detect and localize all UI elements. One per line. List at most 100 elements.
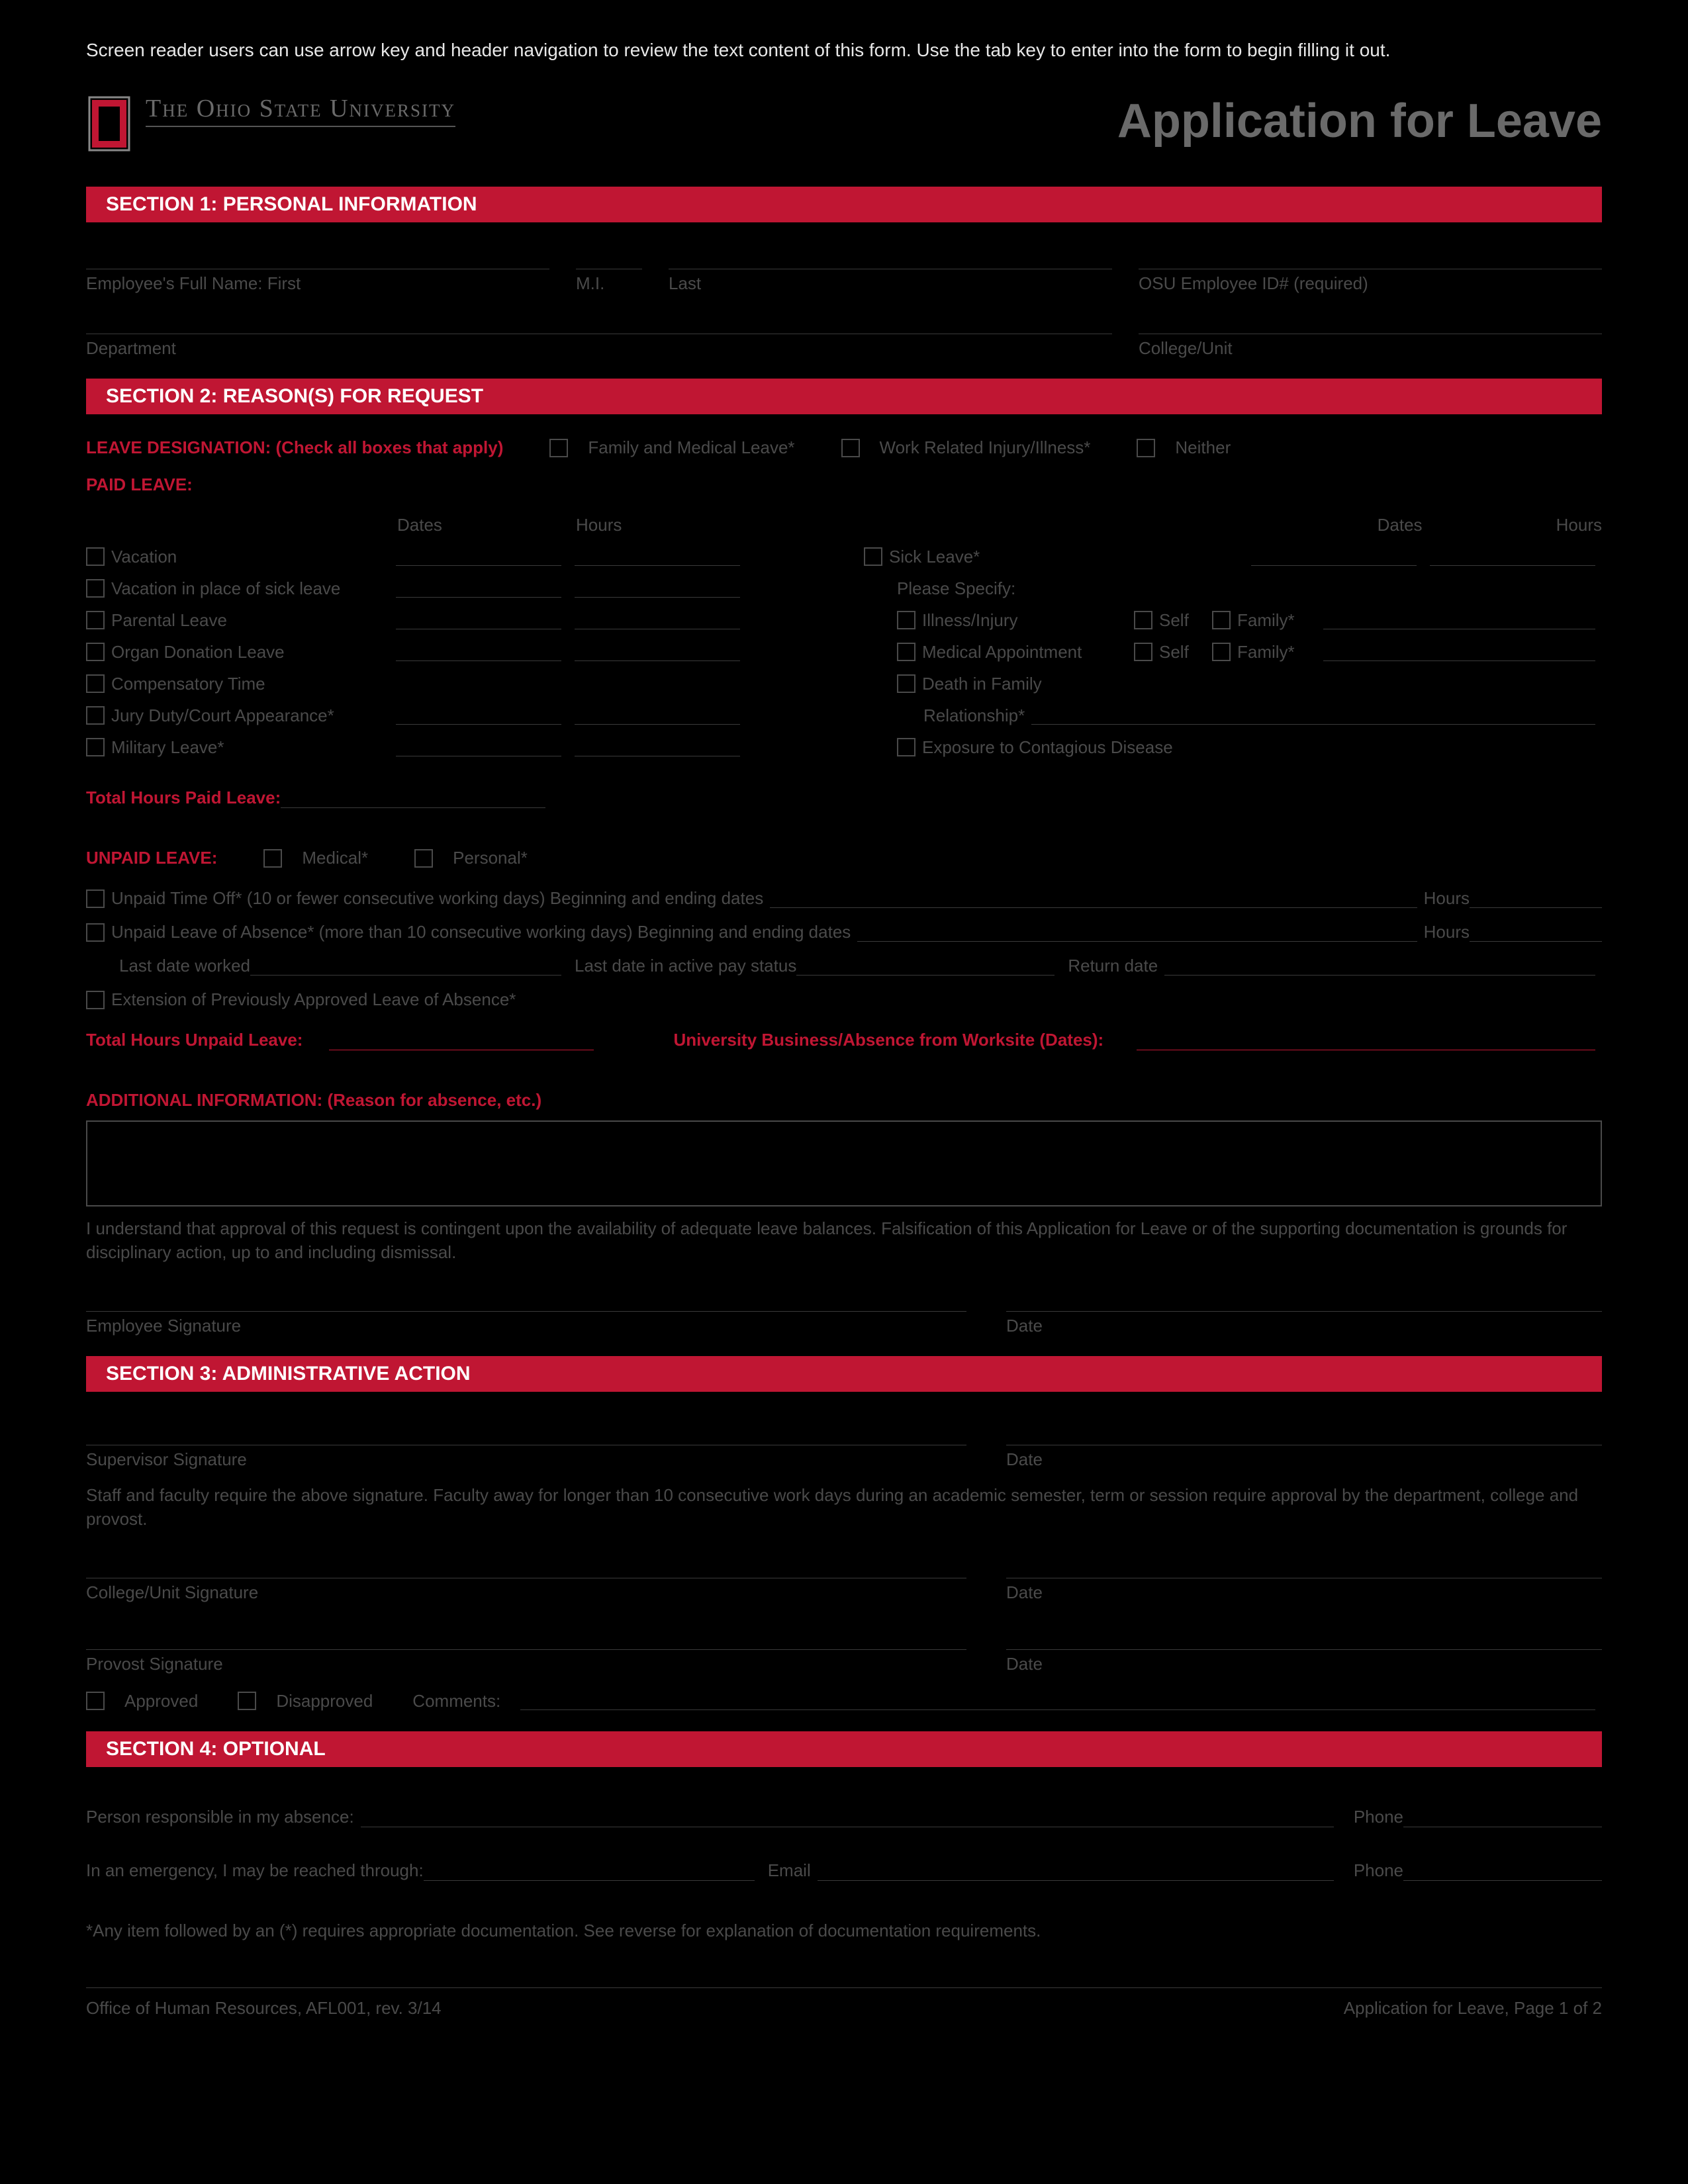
label-provost-sig: Provost Signature (86, 1654, 966, 1674)
label-illness: Illness/Injury (922, 610, 1134, 631)
input-last-active[interactable] (796, 957, 1055, 976)
label-death: Death in Family (922, 674, 1042, 694)
input-sick-dates[interactable] (1251, 547, 1417, 566)
input-parental-dates[interactable] (396, 611, 561, 629)
input-sick-hours[interactable] (1430, 547, 1595, 566)
label-college-unit: College/Unit (1139, 338, 1602, 359)
chk-illness-self[interactable] (1134, 611, 1152, 629)
input-person-responsible[interactable] (361, 1809, 1334, 1827)
input-resp-phone[interactable] (1403, 1809, 1602, 1827)
input-jury-dates[interactable] (396, 706, 561, 725)
label-uto: Unpaid Time Off* (10 or fewer consecutiv… (111, 888, 763, 909)
input-last-worked[interactable] (250, 957, 561, 976)
label-supervisor-sig: Supervisor Signature (86, 1449, 966, 1470)
label-emerg-phone: Phone (1354, 1860, 1403, 1881)
label-univ-business: University Business/Absence from Worksit… (673, 1030, 1103, 1050)
label-first-name: Employee's Full Name: First (86, 273, 549, 294)
chk-vac-sick[interactable] (86, 579, 105, 598)
chk-vacation[interactable] (86, 547, 105, 566)
chk-organ[interactable] (86, 643, 105, 661)
chk-fmla[interactable] (549, 439, 568, 457)
chk-unpaid-personal[interactable] (414, 849, 433, 868)
input-total-paid[interactable] (281, 790, 545, 808)
input-military-dates[interactable] (396, 738, 561, 756)
input-comments[interactable] (520, 1692, 1595, 1710)
chk-jury[interactable] (86, 706, 105, 725)
chk-neither[interactable] (1137, 439, 1155, 457)
input-uloa-hours[interactable] (1470, 923, 1602, 942)
label-work-related: Work Related Injury/Illness* (880, 437, 1091, 458)
chk-unpaid-medical[interactable] (263, 849, 282, 868)
page-header: The Ohio State University Application fo… (86, 94, 1602, 154)
label-additional-info: ADDITIONAL INFORMATION: (Reason for abse… (86, 1090, 1602, 1111)
leave-designation-label: LEAVE DESIGNATION: (Check all boxes that… (86, 437, 503, 458)
col-dates-right: Dates (1378, 515, 1556, 535)
input-military-hours[interactable] (575, 738, 740, 756)
osu-logo-icon (86, 94, 132, 154)
chk-comp[interactable] (86, 674, 105, 693)
input-organ-dates[interactable] (396, 643, 561, 661)
label-emp-sig: Employee Signature (86, 1316, 966, 1336)
input-relationship[interactable] (1031, 706, 1595, 725)
input-emergency[interactable] (424, 1862, 755, 1881)
chk-work-related[interactable] (841, 439, 860, 457)
input-vacation-hours[interactable] (575, 547, 740, 566)
disclaimer-text: I understand that approval of this reque… (86, 1216, 1602, 1265)
label-college-date: Date (1006, 1582, 1602, 1603)
chk-sick-leave[interactable] (864, 547, 882, 566)
input-jury-hours[interactable] (575, 706, 740, 725)
footer-right: Application for Leave, Page 1 of 2 (1344, 1998, 1602, 2019)
university-name: The Ohio State University (146, 94, 455, 127)
label-exposure: Exposure to Contagious Disease (922, 737, 1173, 758)
form-title: Application for Leave (1117, 94, 1602, 148)
label-organ: Organ Donation Leave (111, 642, 389, 662)
chk-exposure[interactable] (897, 738, 915, 756)
input-organ-hours[interactable] (575, 643, 740, 661)
chk-medical-appt[interactable] (897, 643, 915, 661)
input-vac-sick-hours[interactable] (575, 579, 740, 598)
input-email[interactable] (818, 1862, 1334, 1881)
input-total-unpaid[interactable] (329, 1032, 594, 1050)
input-uto-dates[interactable] (770, 889, 1417, 908)
label-resp-phone: Phone (1354, 1807, 1403, 1827)
input-illness-family[interactable] (1323, 611, 1595, 629)
input-univ-business[interactable] (1137, 1032, 1595, 1050)
label-uloa: Unpaid Leave of Absence* (more than 10 c… (111, 922, 851, 942)
section2-header: SECTION 2: REASON(S) FOR REQUEST (86, 379, 1602, 414)
input-vac-sick-dates[interactable] (396, 579, 561, 598)
input-uto-hours[interactable] (1470, 889, 1602, 908)
chk-death[interactable] (897, 674, 915, 693)
input-return-date[interactable] (1164, 957, 1595, 976)
chk-extension[interactable] (86, 991, 105, 1009)
label-return-date: Return date (1068, 956, 1158, 976)
label-vac-sick: Vacation in place of sick leave (111, 578, 389, 599)
textarea-additional-info[interactable] (86, 1120, 1602, 1206)
label-total-unpaid: Total Hours Unpaid Leave: (86, 1030, 303, 1050)
label-unpaid-personal: Personal* (453, 848, 528, 868)
section3-note: Staff and faculty require the above sign… (86, 1483, 1602, 1531)
chk-military[interactable] (86, 738, 105, 756)
label-jury: Jury Duty/Court Appearance* (111, 705, 389, 726)
label-medical-appt: Medical Appointment (922, 642, 1134, 662)
input-vacation-dates[interactable] (396, 547, 561, 566)
label-department: Department (86, 338, 1112, 359)
label-last-active: Last date in active pay status (575, 956, 796, 976)
chk-disapproved[interactable] (238, 1692, 256, 1710)
chk-uloa[interactable] (86, 923, 105, 942)
label-appt-self: Self (1159, 642, 1212, 662)
chk-illness[interactable] (897, 611, 915, 629)
label-supervisor-date: Date (1006, 1449, 1602, 1470)
input-emerg-phone[interactable] (1403, 1862, 1602, 1881)
chk-appt-self[interactable] (1134, 643, 1152, 661)
chk-parental[interactable] (86, 611, 105, 629)
chk-illness-family[interactable] (1212, 611, 1231, 629)
label-provost-date: Date (1006, 1654, 1602, 1674)
chk-approved[interactable] (86, 1692, 105, 1710)
label-unpaid-medical: Medical* (302, 848, 368, 868)
chk-appt-family[interactable] (1212, 643, 1231, 661)
label-total-paid: Total Hours Paid Leave: (86, 788, 281, 808)
chk-uto[interactable] (86, 889, 105, 908)
input-uloa-dates[interactable] (857, 923, 1417, 942)
input-appt-family[interactable] (1323, 643, 1595, 661)
input-parental-hours[interactable] (575, 611, 740, 629)
